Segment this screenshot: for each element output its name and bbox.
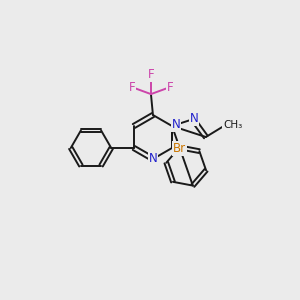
Text: N: N [172, 118, 180, 131]
Text: N: N [190, 112, 198, 125]
Text: CH₃: CH₃ [223, 120, 242, 130]
Text: N: N [148, 152, 157, 166]
Text: F: F [148, 68, 154, 81]
Text: Br: Br [173, 142, 186, 155]
Text: F: F [129, 81, 135, 94]
Text: F: F [167, 81, 173, 94]
